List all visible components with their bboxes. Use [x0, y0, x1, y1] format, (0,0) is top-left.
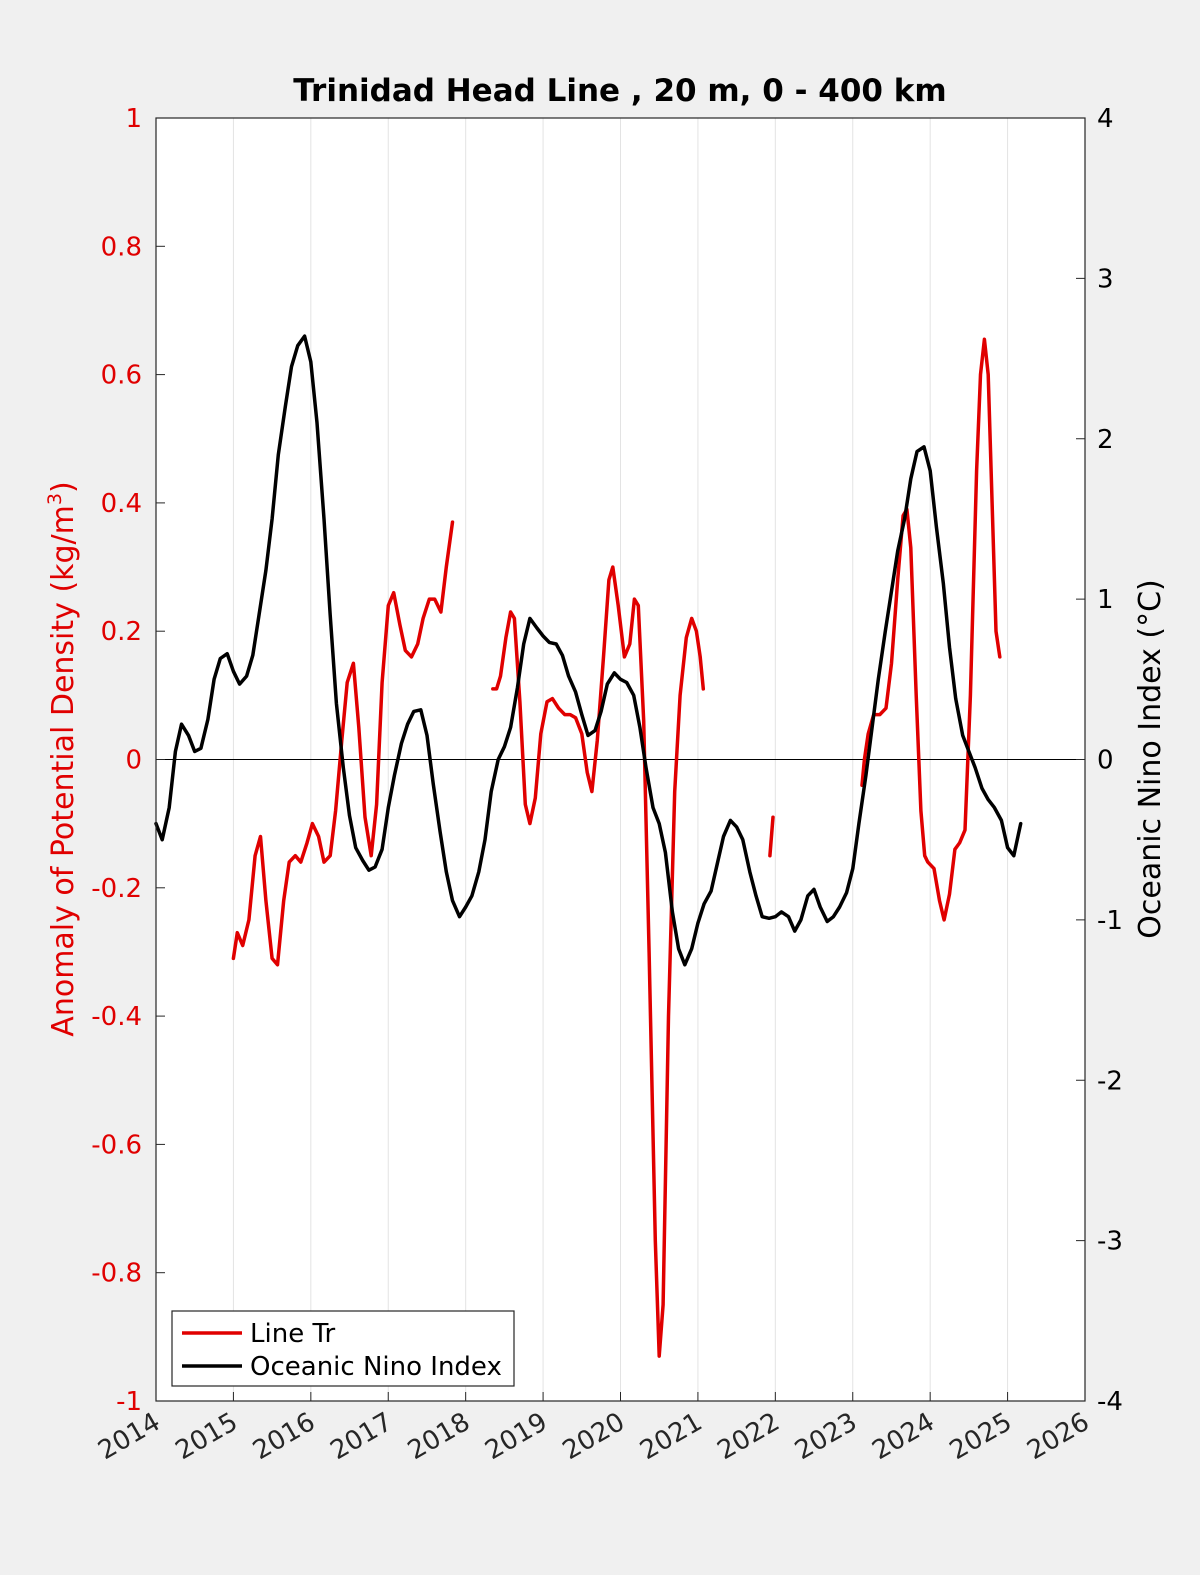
y-left-tick-label: 0.4 [101, 489, 142, 519]
legend: Line Tr Oceanic Nino Index [171, 1310, 515, 1387]
y-right-tick-label: -1 [1097, 906, 1123, 936]
chart-title: Trinidad Head Line , 20 m, 0 - 400 km [293, 73, 946, 109]
y-left-tick-label: -0.4 [91, 1002, 142, 1032]
y-left-tick-label: 0.8 [101, 232, 142, 262]
y-right-tick-label: 2 [1097, 425, 1114, 455]
line-tr-series-segment [860, 337, 1002, 922]
y-left-axis-title: Anomaly of Potential Density (kg/m3) [44, 481, 81, 1036]
y-right-tick-label: -4 [1097, 1387, 1123, 1417]
y-left-tick-label: 0.2 [101, 617, 142, 647]
y-right-tick-label: 1 [1097, 585, 1114, 615]
oni-series-segment [154, 334, 1023, 967]
series-layer [154, 334, 1023, 1358]
y-right-axis-title: Oceanic Nino Index (°C) [1133, 579, 1168, 939]
y-right-tick-label: -3 [1097, 1227, 1123, 1257]
oni-series [154, 334, 1023, 967]
legend-box [171, 1310, 515, 1387]
line-tr-series-segment [491, 565, 706, 1358]
y-left-tick-label: -0.8 [91, 1259, 142, 1289]
y-left-tick-label: 1 [125, 104, 142, 134]
legend-label-line-tr: Line Tr [250, 1319, 336, 1349]
y-left-axis-title-sup: 3 [44, 493, 66, 505]
y-left-axis-title-close: ) [46, 481, 81, 493]
y-left-tick-label: -0.6 [91, 1130, 142, 1160]
y-left-axis-title-text: Anomaly of Potential Density (kg/m [46, 505, 81, 1037]
line-tr-series-segment [768, 815, 775, 858]
y-left-tick-label: 0.6 [101, 361, 142, 391]
y-left-tick-label: -0.2 [91, 874, 142, 904]
y-right-tick-label: -2 [1097, 1066, 1123, 1096]
line-tr-series [231, 337, 1002, 1358]
y-left-tick-label: 0 [125, 746, 142, 776]
y-right-tick-label: 3 [1097, 264, 1114, 294]
y-right-tick-label: 0 [1097, 746, 1114, 776]
y-right-tick-label: 4 [1097, 104, 1114, 134]
legend-label-oni: Oceanic Nino Index [250, 1352, 502, 1382]
y-left-tick-label: -1 [116, 1387, 142, 1417]
